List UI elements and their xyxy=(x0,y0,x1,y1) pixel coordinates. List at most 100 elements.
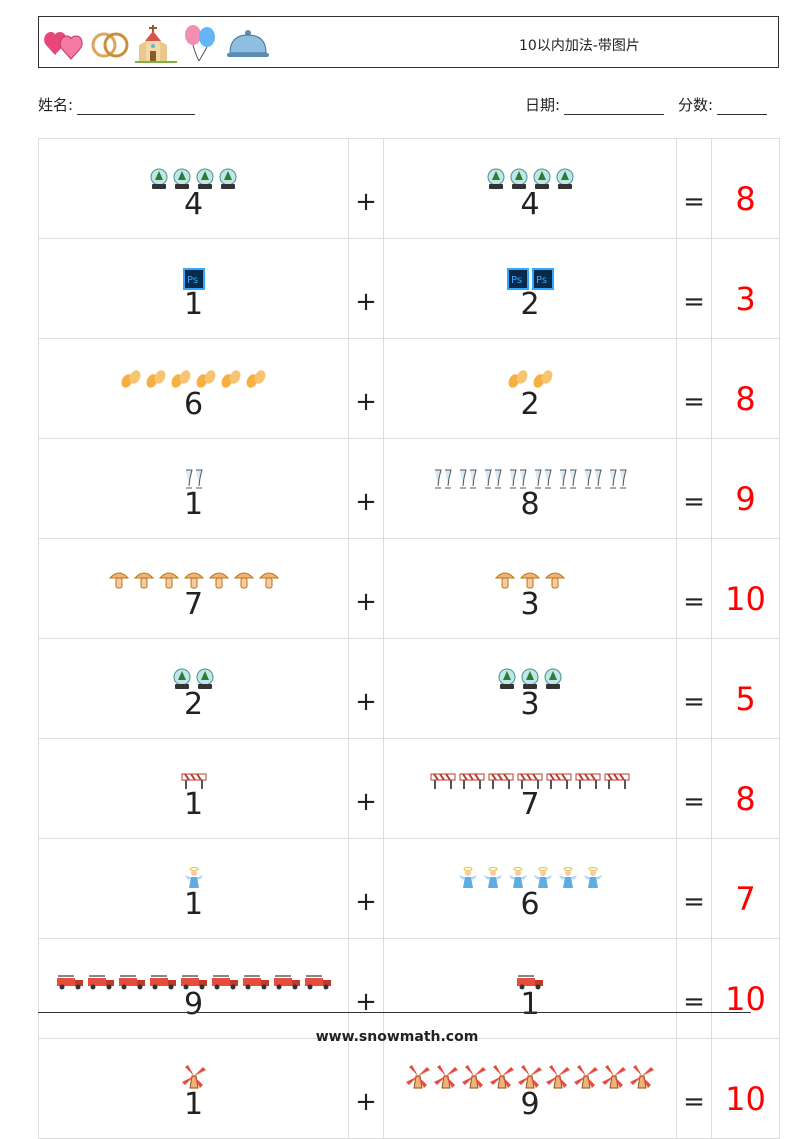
photoshop-icon: Ps xyxy=(506,267,529,290)
addend-1: 7 xyxy=(183,586,204,622)
icon-group xyxy=(39,1064,348,1090)
name-field[interactable]: 姓名: xyxy=(38,94,196,115)
flip-flops-icon xyxy=(145,368,167,390)
flip-flops-icon xyxy=(120,368,142,390)
icon-group xyxy=(384,1064,676,1090)
date-field[interactable]: 日期: xyxy=(525,94,665,115)
fire-truck-icon xyxy=(242,972,270,990)
problem-row: 6 +2 = 8 xyxy=(38,338,780,439)
name-blank[interactable] xyxy=(77,99,196,115)
answer[interactable]: 7 xyxy=(711,838,780,939)
icon-group xyxy=(384,466,676,490)
addend-1: 4 xyxy=(183,186,204,222)
champagne-glasses-icon xyxy=(532,468,554,490)
equals-sign: = xyxy=(676,338,712,439)
problem-row: 1 +7 = 8 xyxy=(38,738,780,839)
snow-globe-icon xyxy=(520,668,540,690)
answer[interactable]: 8 xyxy=(711,738,780,839)
flip-flops-icon xyxy=(532,368,554,390)
score-blank[interactable] xyxy=(717,99,768,115)
name-label: 姓名: xyxy=(38,96,74,114)
flip-flops-icon xyxy=(170,368,192,390)
plus-sign: + xyxy=(348,938,384,1039)
mushroom-icon xyxy=(208,568,230,590)
addend-2: 2 xyxy=(520,386,540,422)
mushroom-icon xyxy=(544,568,566,590)
champagne-glasses-icon xyxy=(557,468,579,490)
icon-group xyxy=(39,866,348,890)
mushroom-icon xyxy=(183,568,205,590)
mushroom-icon xyxy=(133,568,155,590)
problem-row: 7 +3 = 10 xyxy=(38,538,780,639)
svg-text:Ps: Ps xyxy=(536,275,547,286)
equals-sign: = xyxy=(676,438,712,539)
svg-text:Ps: Ps xyxy=(187,275,198,286)
addend-2-cell: 1 xyxy=(383,938,677,1039)
answer[interactable]: 3 xyxy=(711,238,780,339)
date-label: 日期: xyxy=(525,96,561,114)
icon-group xyxy=(384,566,676,590)
windmill-icon xyxy=(601,1064,627,1090)
snow-globe-icon xyxy=(543,668,563,690)
addend-2: 3 xyxy=(520,586,540,622)
date-blank[interactable] xyxy=(564,99,665,115)
answer[interactable]: 10 xyxy=(711,1038,780,1139)
answer[interactable]: 9 xyxy=(711,438,780,539)
addend-1-cell: 1 xyxy=(38,1038,349,1139)
addend-2-cell: 9 xyxy=(383,1038,677,1139)
problems-table: 4 +4 = 8 Ps 1 + Ps Ps 2 = 3 6 +2 = 8 1 +8 = 9 7 +3 = 10 2 +3 = 5 1 +7… xyxy=(38,138,780,1139)
plus-sign: + xyxy=(348,538,384,639)
plus-sign: + xyxy=(348,338,384,439)
windmill-icon xyxy=(489,1064,515,1090)
addend-1: 1 xyxy=(183,286,204,322)
windmill-icon xyxy=(405,1064,431,1090)
windmill-icon xyxy=(461,1064,487,1090)
addend-2: 7 xyxy=(520,786,540,822)
fire-truck-icon xyxy=(516,972,544,990)
icon-group xyxy=(39,966,348,990)
plus-sign: + xyxy=(348,738,384,839)
snow-globe-icon xyxy=(195,668,215,690)
balloons-icon xyxy=(185,25,215,62)
icon-group xyxy=(384,766,676,790)
plus-sign: + xyxy=(348,238,384,339)
addend-1-cell: 6 xyxy=(38,338,349,439)
snow-globe-icon xyxy=(172,668,192,690)
champagne-glasses-icon xyxy=(457,468,479,490)
problem-row: 2 +3 = 5 xyxy=(38,638,780,739)
footer-divider xyxy=(38,1012,751,1013)
road-barrier-icon xyxy=(517,772,543,790)
road-barrier-icon xyxy=(430,772,456,790)
equals-sign: = xyxy=(676,738,712,839)
snow-globe-icon xyxy=(218,168,238,190)
answer[interactable]: 8 xyxy=(711,138,780,239)
problem-row: Ps 1 + Ps Ps 2 = 3 xyxy=(38,238,780,339)
champagne-glasses-icon xyxy=(183,468,205,490)
fire-truck-icon xyxy=(56,972,84,990)
angel-icon xyxy=(557,866,579,890)
angel-icon xyxy=(482,866,504,890)
worksheet-title: 10以内加法-带图片 xyxy=(519,38,640,54)
addend-1: 9 xyxy=(183,986,204,1022)
answer[interactable]: 5 xyxy=(711,638,780,739)
addend-1: 6 xyxy=(183,386,204,422)
addend-2: 4 xyxy=(520,186,540,222)
fire-truck-icon xyxy=(273,972,301,990)
icon-group xyxy=(39,466,348,490)
equals-sign: = xyxy=(676,1038,712,1139)
mushroom-icon xyxy=(519,568,541,590)
snow-globe-icon xyxy=(486,168,506,190)
answer[interactable]: 10 xyxy=(711,938,780,1039)
header-icons xyxy=(43,21,271,65)
answer[interactable]: 8 xyxy=(711,338,780,439)
addend-1: 2 xyxy=(183,686,204,722)
addend-2-cell: 2 xyxy=(383,338,677,439)
addend-1-cell: 2 xyxy=(38,638,349,739)
icon-group xyxy=(384,166,676,190)
addend-2: 9 xyxy=(520,1086,540,1122)
angel-icon xyxy=(532,866,554,890)
answer[interactable]: 10 xyxy=(711,538,780,639)
photoshop-icon: Ps xyxy=(531,267,554,290)
score-field[interactable]: 分数: xyxy=(678,94,768,115)
addend-1-cell: 9 xyxy=(38,938,349,1039)
